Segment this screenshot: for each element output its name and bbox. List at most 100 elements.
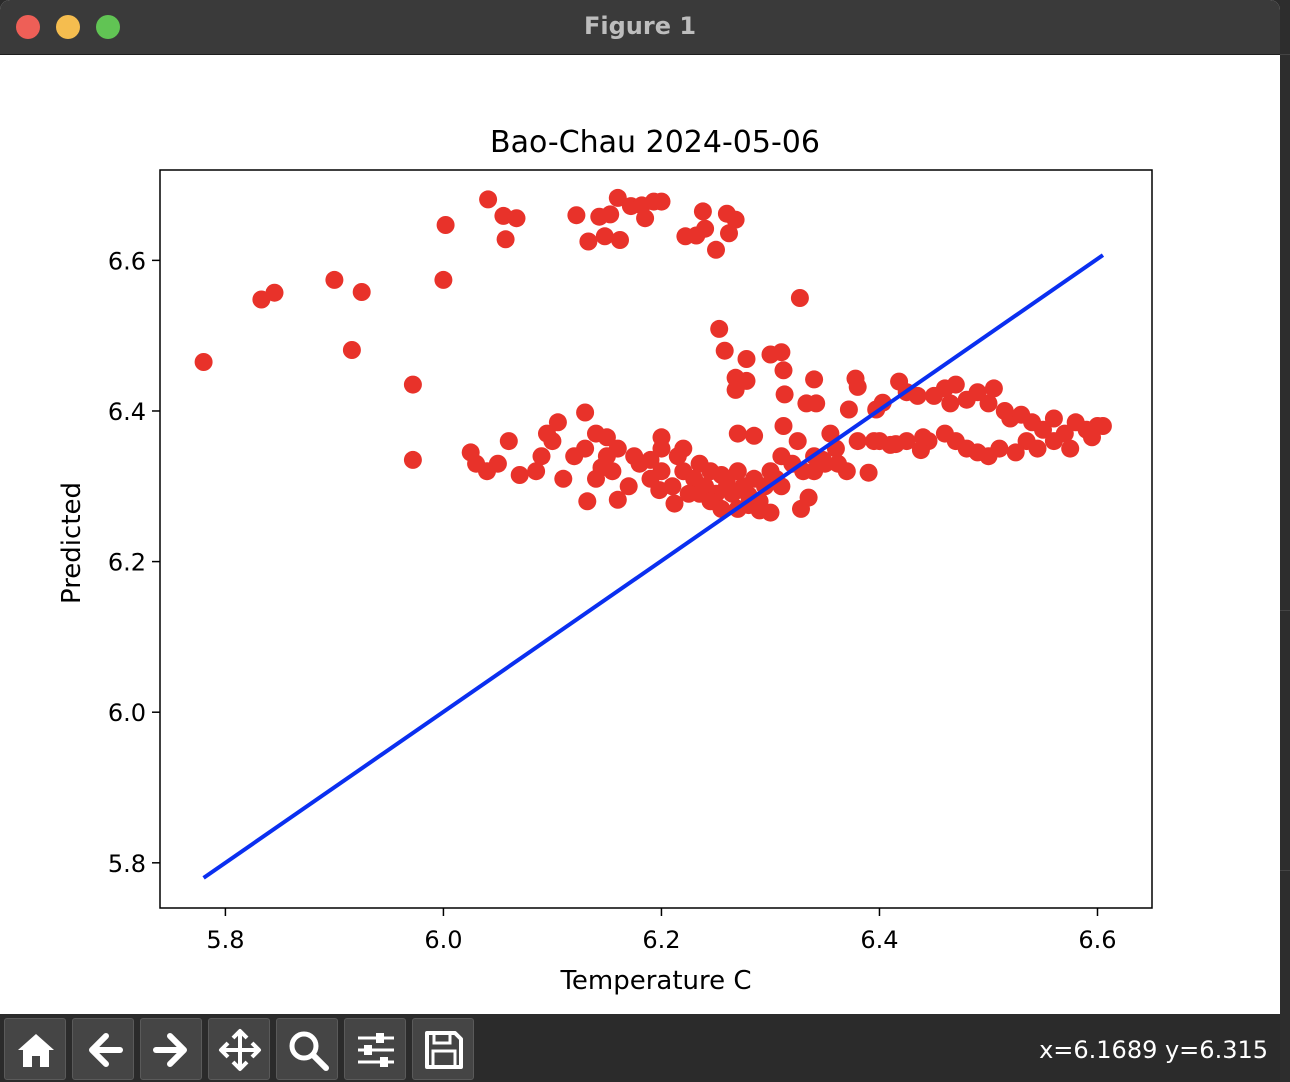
data-point — [674, 462, 693, 481]
data-point — [941, 394, 960, 413]
x-axis-label: Temperature C — [559, 966, 751, 996]
configure-subplots-button[interactable] — [344, 1018, 406, 1080]
pan-button[interactable] — [208, 1018, 270, 1080]
y-tick-label: 5.8 — [108, 850, 146, 878]
data-point — [548, 413, 567, 432]
y-tick-label: 6.2 — [108, 549, 146, 577]
data-point — [805, 370, 824, 389]
data-point — [886, 435, 905, 454]
data-point — [601, 205, 620, 224]
data-point — [984, 379, 1003, 398]
data-point — [914, 428, 933, 447]
background-window-edge — [1280, 0, 1290, 1082]
data-point — [538, 424, 556, 443]
data-point — [578, 492, 597, 511]
y-axis: 5.8 6.0 6.2 6.4 6.6 — [108, 247, 160, 878]
data-point — [848, 432, 867, 451]
data-point — [774, 417, 793, 435]
data-point — [701, 492, 720, 511]
x-tick-label: 6.4 — [860, 926, 898, 954]
data-point — [739, 486, 758, 505]
floppy-disk-icon — [425, 1031, 463, 1069]
zoom-button[interactable] — [276, 1018, 338, 1080]
data-point — [696, 219, 715, 238]
data-point — [693, 202, 712, 221]
data-point — [829, 454, 847, 473]
data-point — [619, 477, 638, 496]
back-button[interactable] — [72, 1018, 134, 1080]
sliders-icon — [358, 1033, 394, 1067]
scatter-points — [194, 188, 1112, 522]
data-point — [650, 481, 669, 500]
close-window-button[interactable] — [16, 15, 40, 39]
data-point — [761, 462, 780, 481]
data-point — [532, 447, 551, 466]
minimize-window-button[interactable] — [56, 15, 80, 39]
data-point — [1093, 417, 1112, 435]
data-point — [690, 454, 709, 473]
data-point — [479, 190, 498, 209]
data-point — [194, 353, 213, 371]
data-point — [1006, 443, 1025, 462]
data-point — [821, 424, 840, 443]
data-point — [265, 283, 284, 302]
x-axis: 5.8 6.0 6.2 6.4 6.6 — [206, 908, 1117, 954]
data-point — [772, 447, 791, 466]
data-point — [510, 466, 529, 484]
x-tick-label: 6.0 — [424, 926, 462, 954]
data-point — [1083, 428, 1101, 447]
data-point — [799, 488, 818, 507]
zoom-window-button[interactable] — [96, 15, 120, 39]
data-point — [527, 462, 546, 481]
arrow-left-icon — [89, 1033, 123, 1067]
data-point — [436, 216, 455, 234]
data-point — [434, 270, 453, 289]
data-point — [1044, 409, 1063, 428]
data-point — [325, 270, 344, 289]
data-point — [595, 227, 614, 246]
data-point — [625, 447, 644, 466]
data-point — [1034, 420, 1052, 439]
data-point — [707, 240, 725, 259]
magnifier-icon — [289, 1031, 329, 1071]
home-button[interactable] — [4, 1018, 66, 1080]
data-point — [726, 210, 745, 229]
data-point — [859, 463, 878, 482]
data-point — [499, 432, 518, 451]
data-point — [908, 386, 927, 405]
move-icon — [219, 1029, 261, 1071]
data-point — [761, 503, 780, 522]
data-point — [567, 206, 586, 225]
data-point — [788, 432, 807, 451]
fit-line — [202, 253, 1105, 880]
forward-button[interactable] — [140, 1018, 202, 1080]
y-axis-label: Predicted — [57, 482, 87, 604]
data-point — [652, 192, 671, 211]
data-point — [665, 494, 684, 513]
data-point — [342, 341, 361, 359]
save-button[interactable] — [412, 1018, 474, 1080]
data-point — [611, 231, 629, 249]
data-point — [979, 394, 998, 413]
data-point — [636, 209, 655, 228]
data-point — [717, 469, 736, 488]
data-point — [641, 450, 660, 469]
scatter-plot[interactable]: Bao-Chau 2024-05-06 5.8 6.0 6.2 6.4 6.6 5.8 6… — [0, 55, 1280, 1014]
cursor-coordinates: x=6.1689 y=6.315 — [1039, 1036, 1268, 1064]
data-point — [565, 447, 584, 466]
data-point — [813, 450, 832, 469]
data-point — [592, 458, 611, 477]
title-bar: Figure 1 — [0, 0, 1280, 55]
chart-title: Bao-Chau 2024-05-06 — [490, 125, 820, 160]
home-icon — [18, 1034, 54, 1067]
data-point — [507, 209, 526, 228]
data-point — [403, 450, 422, 469]
data-point — [807, 394, 826, 413]
figure-canvas[interactable]: Bao-Chau 2024-05-06 5.8 6.0 6.2 6.4 6.6 5.8 6… — [0, 55, 1280, 1014]
data-point — [579, 232, 598, 251]
x-tick-label: 6.2 — [642, 926, 680, 954]
data-point — [403, 375, 422, 394]
arrow-right-icon — [153, 1033, 187, 1067]
data-point — [576, 403, 595, 422]
